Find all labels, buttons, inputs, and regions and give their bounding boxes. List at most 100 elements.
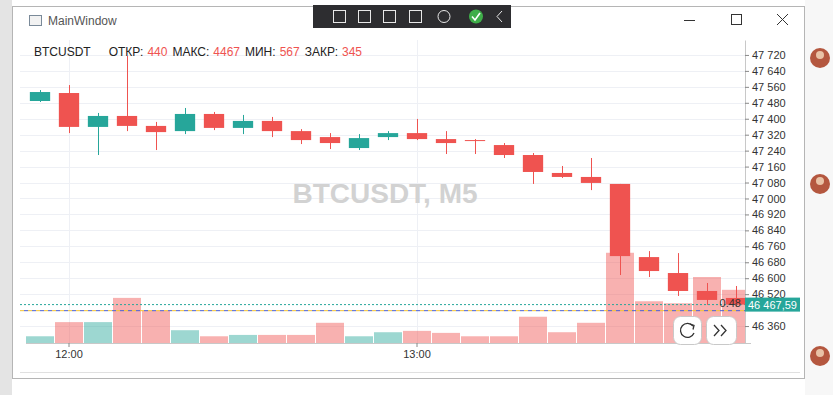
toolbar-icon[interactable]: [359, 11, 371, 23]
candle-body: [349, 138, 369, 148]
tick-label: 46 840: [752, 224, 786, 236]
tick-mark: [417, 343, 418, 347]
tick-mark: [69, 343, 70, 347]
volume-bar: [287, 335, 315, 343]
reset-icon: [690, 324, 694, 330]
desktop-left: [0, 0, 12, 395]
toolbar-icon[interactable]: [334, 11, 346, 23]
y-tick: 47 160: [745, 161, 786, 173]
tick-mark: [745, 214, 749, 215]
reset-button[interactable]: [674, 317, 702, 345]
tick-mark: [745, 198, 749, 199]
tick-label: 47 160: [752, 161, 786, 173]
candle-body: [146, 126, 166, 132]
candle-body: [291, 131, 311, 140]
scroll-end-button[interactable]: [707, 317, 737, 345]
tick-label: 46 360: [752, 320, 786, 332]
maximize-button[interactable]: [732, 15, 742, 25]
tick-label: 47 560: [752, 81, 786, 93]
volume-bar: [171, 330, 199, 343]
price-label: 46 467,59: [748, 299, 797, 311]
y-tick: 46 680: [745, 256, 786, 268]
volume-level-line: [20, 310, 745, 311]
candle-body: [639, 257, 659, 271]
scroll-end-icon: [714, 325, 726, 336]
grid: [20, 40, 745, 343]
tick-mark: [745, 87, 749, 88]
volume-bar: [142, 311, 170, 343]
tick-mark: [745, 294, 749, 295]
legend-value: 345: [342, 45, 362, 59]
tick-label: 47 400: [752, 113, 786, 125]
legend-symbol: BTCUSDT: [34, 45, 91, 59]
watermark: BTCUSDT, M5: [292, 178, 477, 209]
toolbar-icon[interactable]: [384, 11, 396, 23]
avatar: [810, 346, 830, 366]
x-tick: 13:00: [403, 343, 431, 360]
legend-label: МАКС:: [172, 45, 209, 59]
x-tick: 12:00: [55, 343, 83, 360]
grid-line: [20, 103, 745, 104]
volume-bar: [345, 336, 373, 343]
volume-bar: [258, 335, 286, 343]
candle-body: [320, 137, 340, 143]
grid-line: [20, 230, 745, 231]
legend-value: 567: [280, 45, 300, 59]
tick-mark: [745, 246, 749, 247]
volume-bar: [200, 336, 228, 343]
avatar-face: [816, 177, 824, 185]
volume-bar: [577, 323, 605, 343]
candle-body: [436, 139, 456, 143]
y-tick: 46 920: [745, 208, 786, 220]
y-tick: 47 720: [745, 49, 786, 61]
tick-mark: [745, 103, 749, 104]
candle-body: [581, 177, 601, 183]
grid-line: [20, 151, 745, 152]
candle-body: [407, 133, 427, 139]
y-tick: 46 360: [745, 320, 786, 332]
toolbar-icon[interactable]: [410, 11, 422, 23]
legend-label: МИН:: [245, 45, 276, 59]
volume-bar: [461, 336, 489, 343]
grid-line: [69, 40, 70, 343]
y-tick: 46 840: [745, 224, 786, 236]
tick-label: 47 000: [752, 192, 786, 204]
tick-label: 47 240: [752, 145, 786, 157]
window: [13, 7, 805, 379]
toolbar-icon[interactable]: [469, 10, 483, 24]
candle-body: [523, 155, 543, 172]
desktop-right: [805, 0, 833, 395]
y-tick: 47 240: [745, 145, 786, 157]
volume-bar: [432, 333, 460, 343]
x-axis: 12:00 13:00: [26, 343, 751, 360]
tick-label: 47 640: [752, 65, 786, 77]
tick-mark: [745, 262, 749, 263]
candle-body: [262, 121, 282, 131]
y-tick: 47 400: [745, 113, 786, 125]
candle-wick: [475, 139, 476, 154]
minimize-button[interactable]: [684, 20, 695, 21]
candle-body: [494, 145, 514, 155]
tick-label: 46 920: [752, 208, 786, 220]
volume-bar: [519, 317, 547, 343]
legend-label: ОТКР:: [109, 45, 144, 59]
close-button[interactable]: [777, 14, 788, 25]
tick-label: 13:00: [403, 348, 431, 360]
price-line: [20, 304, 745, 305]
axis-line: [26, 343, 751, 344]
volume-bar: [490, 336, 518, 343]
grid-line: [20, 167, 745, 168]
candle-body: [610, 184, 630, 256]
volume-bar: [374, 332, 402, 343]
tick-label: 12:00: [55, 348, 83, 360]
toolbar-icon[interactable]: [438, 11, 450, 23]
tick-mark: [745, 151, 749, 152]
grid-line: [20, 278, 745, 279]
toolbar-collapse[interactable]: [497, 11, 502, 22]
candle-body: [552, 173, 572, 177]
candle-wick: [591, 158, 592, 190]
candle-series: [30, 56, 745, 306]
avatar-face: [816, 51, 824, 59]
volume-bar: [84, 322, 112, 343]
y-tick: 47 320: [745, 129, 786, 141]
